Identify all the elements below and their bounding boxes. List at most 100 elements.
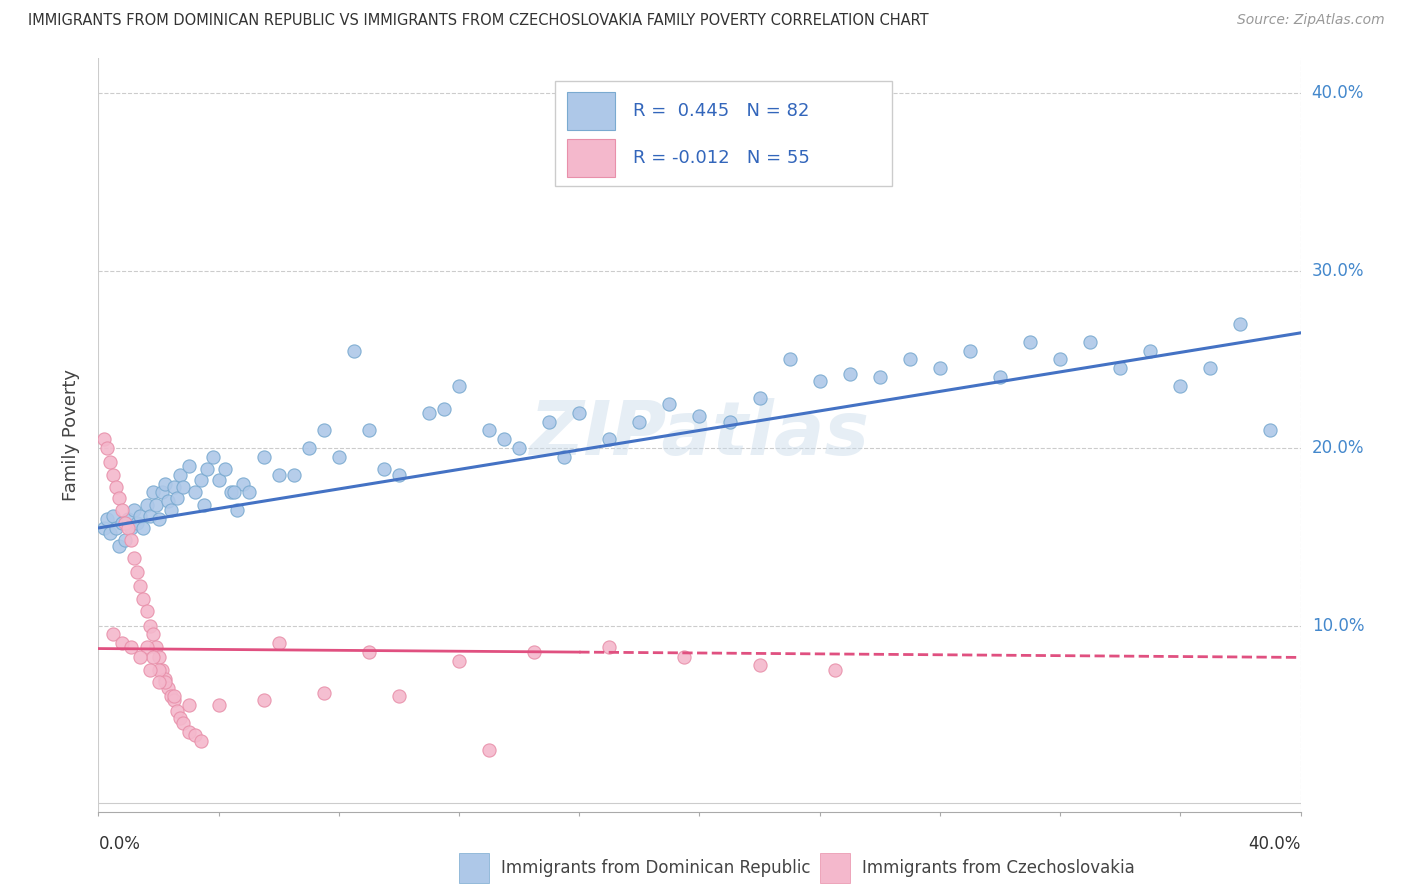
Point xyxy=(96,512,118,526)
Point xyxy=(138,508,160,523)
Point xyxy=(1199,361,1222,376)
Point xyxy=(568,406,591,420)
Point xyxy=(124,551,146,566)
Point xyxy=(253,450,276,464)
Point xyxy=(162,480,184,494)
Point xyxy=(898,352,921,367)
Point xyxy=(494,432,516,446)
Bar xyxy=(458,853,489,883)
Point xyxy=(673,650,696,665)
Point xyxy=(183,485,205,500)
Point xyxy=(127,516,149,530)
Text: R = -0.012   N = 55: R = -0.012 N = 55 xyxy=(633,149,810,167)
Point xyxy=(598,640,620,654)
Point xyxy=(132,591,155,606)
Point xyxy=(929,361,952,376)
Point xyxy=(111,516,134,530)
Point xyxy=(357,424,380,438)
Point xyxy=(148,512,170,526)
Point xyxy=(1109,361,1132,376)
Point xyxy=(658,397,681,411)
Y-axis label: Family Poverty: Family Poverty xyxy=(62,369,80,500)
Bar xyxy=(567,92,616,129)
Point xyxy=(238,485,260,500)
Text: 10.0%: 10.0% xyxy=(1312,616,1364,634)
Point xyxy=(190,473,212,487)
Point xyxy=(135,640,157,654)
Point xyxy=(177,458,200,473)
Point xyxy=(418,406,440,420)
Point xyxy=(148,663,170,677)
Point xyxy=(824,663,846,677)
Point xyxy=(312,686,335,700)
Point xyxy=(129,650,152,665)
Text: Source: ZipAtlas.com: Source: ZipAtlas.com xyxy=(1237,13,1385,28)
Point xyxy=(153,672,176,686)
Point xyxy=(433,402,456,417)
Point xyxy=(162,693,184,707)
Point xyxy=(121,533,143,548)
Point xyxy=(214,462,236,476)
Point xyxy=(141,650,163,665)
Point xyxy=(148,675,170,690)
Point xyxy=(153,675,176,690)
Bar xyxy=(567,139,616,178)
Point xyxy=(127,566,149,580)
Text: 40.0%: 40.0% xyxy=(1312,85,1364,103)
Point xyxy=(447,379,470,393)
Point xyxy=(141,485,163,500)
FancyBboxPatch shape xyxy=(555,80,891,186)
Point xyxy=(478,742,501,756)
Point xyxy=(222,485,245,500)
Point xyxy=(93,432,115,446)
Point xyxy=(1049,352,1071,367)
Point xyxy=(838,367,860,381)
Point xyxy=(1139,343,1161,358)
Point xyxy=(195,462,218,476)
Point xyxy=(114,533,136,548)
Point xyxy=(105,480,128,494)
Point xyxy=(162,690,184,704)
Point xyxy=(177,698,200,713)
Point xyxy=(1078,334,1101,349)
Point xyxy=(135,498,157,512)
Point xyxy=(156,494,179,508)
Text: R =  0.445   N = 82: R = 0.445 N = 82 xyxy=(633,102,810,120)
Point xyxy=(225,503,247,517)
Point xyxy=(328,450,350,464)
Point xyxy=(357,645,380,659)
Point xyxy=(124,503,146,517)
Point xyxy=(172,480,194,494)
Text: 30.0%: 30.0% xyxy=(1312,261,1364,280)
Point xyxy=(538,415,561,429)
Point xyxy=(150,663,173,677)
Point xyxy=(121,521,143,535)
Point xyxy=(138,663,160,677)
Point xyxy=(193,498,215,512)
Point xyxy=(267,467,290,482)
Point xyxy=(145,498,167,512)
Point xyxy=(373,462,395,476)
Point xyxy=(111,503,134,517)
Point xyxy=(598,432,620,446)
Point xyxy=(159,503,181,517)
Text: Immigrants from Dominican Republic: Immigrants from Dominican Republic xyxy=(501,859,811,877)
Point xyxy=(135,604,157,618)
Point xyxy=(117,512,139,526)
Text: IMMIGRANTS FROM DOMINICAN REPUBLIC VS IMMIGRANTS FROM CZECHOSLOVAKIA FAMILY POVE: IMMIGRANTS FROM DOMINICAN REPUBLIC VS IM… xyxy=(28,13,929,29)
Point xyxy=(159,690,181,704)
Point xyxy=(219,485,242,500)
Point xyxy=(208,473,231,487)
Point xyxy=(129,579,152,593)
Point xyxy=(779,352,801,367)
Point xyxy=(869,370,891,384)
Point xyxy=(988,370,1011,384)
Point xyxy=(96,441,118,455)
Point xyxy=(103,467,125,482)
Point xyxy=(156,681,179,695)
Point xyxy=(1019,334,1042,349)
Point xyxy=(508,441,530,455)
Point xyxy=(312,424,335,438)
Point xyxy=(298,441,321,455)
Point xyxy=(523,645,546,659)
